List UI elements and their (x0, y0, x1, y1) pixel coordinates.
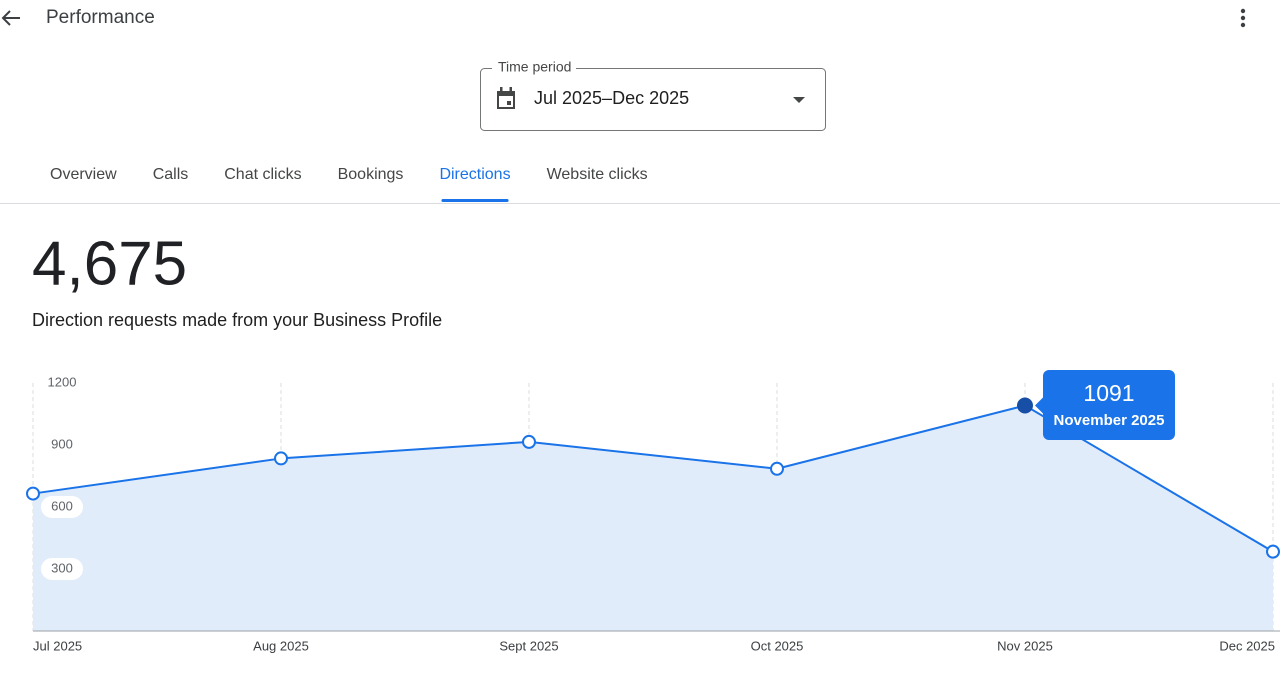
y-tick-label: 600 (51, 498, 73, 513)
page-title: Performance (46, 7, 155, 28)
select-value: Jul 2025–Dec 2025 (534, 88, 689, 108)
tooltip-box (1043, 370, 1175, 440)
tooltip-label: November 2025 (1054, 412, 1165, 429)
area (33, 405, 1273, 631)
tooltip: 1091 November 2025 (1035, 370, 1175, 440)
y-tick-pill (41, 496, 83, 518)
tab-bar: Overview Calls Chat clicks Bookings Directio… (50, 166, 648, 202)
dot (1240, 22, 1246, 28)
tab-label: Calls (153, 166, 189, 183)
tab-label: Directions (439, 166, 510, 183)
tab[interactable]: Chat clicks (224, 166, 301, 183)
x-tick-label: Nov 2025 (997, 638, 1053, 653)
tab-indicator (441, 199, 509, 202)
y-tick-label: 900 (51, 436, 73, 451)
select-box (480, 68, 826, 131)
calendar-icon (497, 87, 515, 109)
data-point[interactable] (1017, 397, 1033, 414)
more-menu[interactable] (1240, 8, 1246, 28)
back-button[interactable] (1, 10, 20, 26)
tab[interactable]: Overview (50, 166, 117, 183)
tab-label: Bookings (338, 166, 404, 183)
x-tick-label: Sept 2025 (499, 638, 558, 653)
data-point[interactable] (26, 486, 40, 501)
y-tick-label: 300 (51, 560, 73, 575)
tab[interactable]: Directions (439, 166, 511, 202)
data-point[interactable] (1266, 544, 1280, 559)
data-point[interactable] (522, 434, 536, 449)
time-period-select[interactable]: Time period Jul 2025–Dec 2025 (480, 59, 826, 131)
chart: 300 600 900 1200 Jul 2025 Aug 2025 Sept 2025 Oc… (26, 370, 1280, 653)
tab-label: Overview (50, 166, 117, 183)
total-value: 4,675 (32, 229, 187, 298)
x-tick-label: Aug 2025 (253, 638, 309, 653)
x-tick-label: Oct 2025 (751, 638, 804, 653)
y-tick-label: 1200 (48, 374, 77, 389)
tab[interactable]: Bookings (338, 166, 404, 183)
label-mask (492, 60, 576, 76)
tab-label: Website clicks (547, 166, 648, 183)
tooltip-pointer (1035, 397, 1043, 414)
select-label: Time period (498, 59, 571, 75)
description: Direction requests made from your Busine… (32, 310, 442, 330)
data-point[interactable] (274, 451, 288, 466)
tab[interactable]: Website clicks (547, 166, 648, 183)
y-tick-pill (41, 434, 83, 456)
data-point[interactable] (770, 461, 784, 476)
dot (1240, 15, 1246, 21)
x-tick-label: Jul 2025 (33, 638, 82, 653)
dot (1240, 8, 1246, 14)
dropdown-arrow (793, 97, 805, 103)
back-arrow (1, 10, 20, 26)
tab[interactable]: Calls (153, 166, 189, 183)
tooltip-value: 1091 (1083, 380, 1134, 406)
y-tick-pill (41, 372, 83, 394)
x-tick-label: Dec 2025 (1219, 638, 1275, 653)
y-tick-pill (41, 558, 83, 580)
tab-label: Chat clicks (224, 166, 301, 183)
